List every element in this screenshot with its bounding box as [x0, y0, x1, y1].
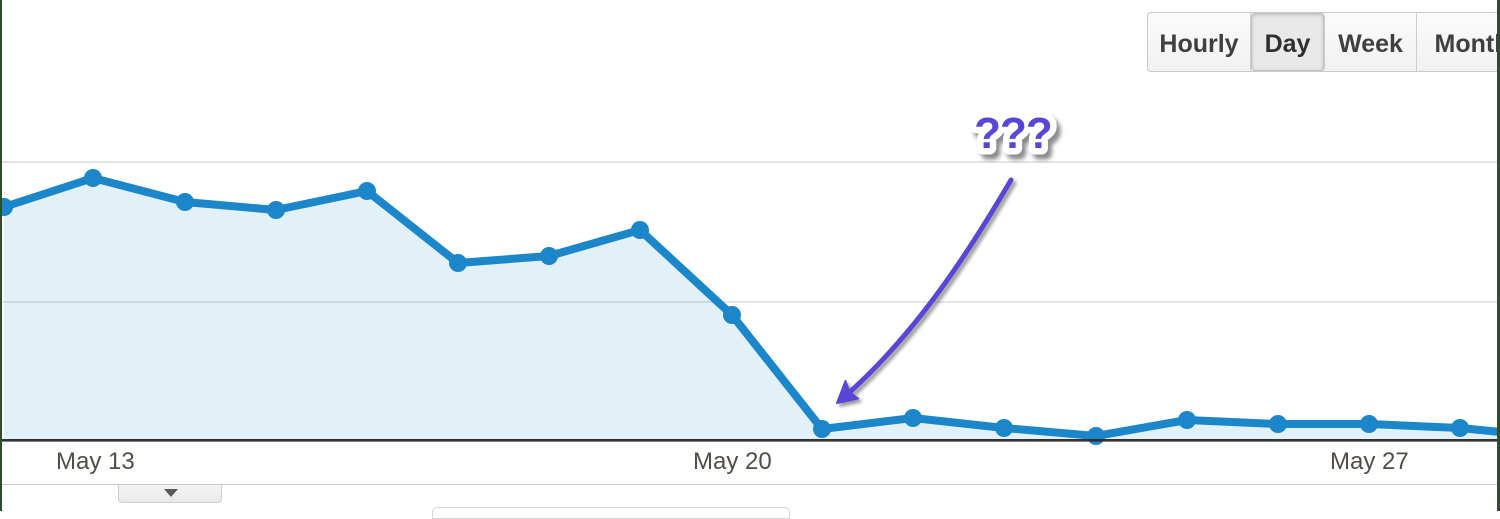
svg-text:???: ???	[974, 109, 1052, 158]
